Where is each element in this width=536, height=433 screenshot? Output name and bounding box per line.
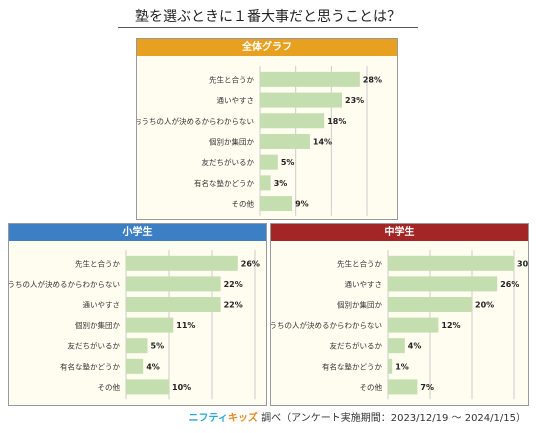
bar-value-label: 10% xyxy=(172,383,191,392)
bar xyxy=(388,338,405,354)
bar-value-label: 18% xyxy=(327,117,346,126)
bar-value-label: 11% xyxy=(176,321,195,330)
category-label: 個別か集団か xyxy=(209,136,254,146)
category-label: 有名な塾かどうか xyxy=(194,178,254,188)
page-title: 塾を選ぶときに１番大事だと思うことは？ xyxy=(135,9,401,25)
category-label: 個別か集団か xyxy=(337,300,382,310)
category-label: 先生と合うか xyxy=(75,258,120,268)
footer-survey-period: 調べ（アンケート実施期間：2023/12/19 ～ 2024/1/15） xyxy=(257,413,526,424)
category-label: 通いやすさ xyxy=(217,95,255,105)
category-label: その他 xyxy=(232,199,255,209)
category-label: 友だちがいるか xyxy=(202,157,255,167)
bar-value-label: 4% xyxy=(146,362,160,371)
category-label: その他 xyxy=(98,382,121,392)
bar-value-label: 22% xyxy=(224,280,243,289)
category-label: 通いやすさ xyxy=(345,279,383,289)
bar-value-label: 28% xyxy=(363,75,382,84)
bar xyxy=(126,358,144,374)
category-label: 友だちがいるか xyxy=(330,341,383,351)
elementary-chart-header: 小学生 xyxy=(9,224,266,241)
elementary-bar-chart: 0% 10% 20% 30% 先生と合うか 26% おうちの人が決めるからわからない 22% 通… xyxy=(9,250,264,405)
category-label: 有名な塾かどうか xyxy=(322,361,382,371)
overall-chart-header: 全体グラフ xyxy=(137,39,397,56)
footer-brand-nifty: ニフティ xyxy=(188,413,228,424)
bar xyxy=(260,113,325,129)
category-label: 通いやすさ xyxy=(83,300,121,310)
bar xyxy=(260,154,278,170)
category-label: おうちの人が決めるからわからない xyxy=(271,320,382,330)
x-tick-label: 20% xyxy=(203,404,221,405)
footer-credit: ニフティキッズ 調べ（アンケート実施期間：2023/12/19 ～ 2024/1… xyxy=(189,409,526,424)
x-tick-label: 10% xyxy=(160,404,178,405)
bar xyxy=(388,317,439,333)
bar-value-label: 23% xyxy=(345,96,364,105)
bar-value-label: 5% xyxy=(151,342,165,351)
bar xyxy=(260,133,310,149)
bar-value-label: 3% xyxy=(274,179,288,188)
bar xyxy=(260,175,271,191)
x-tick-label: 30% xyxy=(246,404,264,405)
bar-value-label: 22% xyxy=(224,301,243,310)
bar-value-label: 12% xyxy=(441,321,460,330)
bar-value-label: 26% xyxy=(500,280,519,289)
category-label: 個別か集団か xyxy=(75,320,120,330)
x-tick-label: 20% xyxy=(463,404,481,405)
bar xyxy=(388,276,498,292)
bar xyxy=(126,379,169,395)
bar xyxy=(388,358,393,374)
bar-value-label: 1% xyxy=(395,362,409,371)
category-label: 有名な塾かどうか xyxy=(60,361,120,371)
bar-value-label: 20% xyxy=(475,301,494,310)
junior-high-bar-chart: 0% 10% 20% 30% 先生と合うか 30% 通いやすさ 26% 個別か集団か 20% おうち… xyxy=(271,250,528,405)
bar-value-label: 30% xyxy=(517,259,528,268)
bar xyxy=(388,379,418,395)
category-label: おうちの人が決めるからわからない xyxy=(9,279,120,289)
elementary-chart-panel: 小学生 0% 10% 20% 30% 先生と合うか 26% おうちの人が決めるからわからない… xyxy=(8,223,267,406)
x-tick-label: 0% xyxy=(120,404,133,405)
bar-value-label: 7% xyxy=(420,383,434,392)
bar-value-label: 26% xyxy=(241,259,260,268)
bar xyxy=(260,92,343,108)
bar xyxy=(126,317,174,333)
bar xyxy=(126,255,238,271)
bar-value-label: 9% xyxy=(295,200,309,209)
bar xyxy=(126,276,221,292)
bar-value-label: 14% xyxy=(313,137,332,146)
category-label: 先生と合うか xyxy=(209,74,254,84)
category-label: おうちの人が決めるからわからない xyxy=(137,116,254,126)
x-tick-label: 0% xyxy=(382,404,395,405)
title-underline xyxy=(118,27,418,28)
bar-value-label: 4% xyxy=(408,342,422,351)
bar xyxy=(260,196,293,212)
x-tick-label: 10% xyxy=(421,404,439,405)
x-tick-label: 30% xyxy=(505,404,523,405)
bar xyxy=(126,338,148,354)
category-label: 先生と合うか xyxy=(337,258,382,268)
footer-brand-kids: キッズ xyxy=(227,413,258,424)
category-label: その他 xyxy=(360,382,383,392)
bar xyxy=(260,71,360,87)
junior-high-chart-panel: 中学生 0% 10% 20% 30% 先生と合うか 30% 通いやすさ 26% 個別か集団か 20… xyxy=(270,223,529,406)
overall-chart-panel: 全体グラフ 0%10%20%30%先生と合うか28%通いやすさ23%おうちの人が… xyxy=(136,38,398,220)
bar xyxy=(388,297,472,312)
junior-high-chart-header: 中学生 xyxy=(271,224,528,241)
category-label: 友だちがいるか xyxy=(68,341,121,351)
bar-value-label: 5% xyxy=(281,158,295,167)
overall-bar-chart: 0%10%20%30%先生と合うか28%通いやすさ23%おうちの人が決めるからわ… xyxy=(137,66,382,216)
bar xyxy=(388,255,514,271)
bar xyxy=(126,297,221,312)
